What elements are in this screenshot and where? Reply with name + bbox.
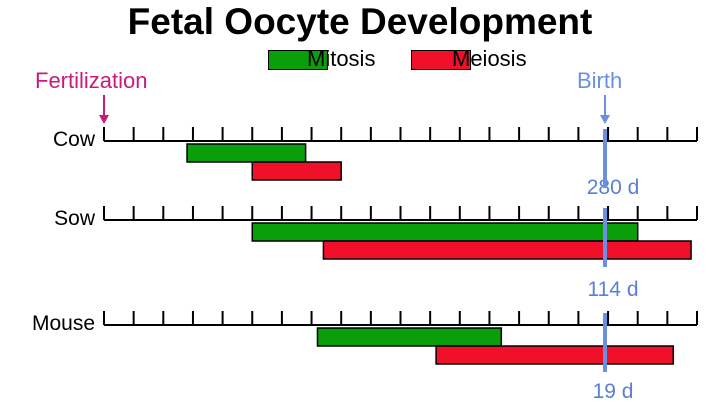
meiosis-bar-sow	[322, 240, 692, 260]
legend-meiosis-swatch	[411, 50, 471, 70]
gestation-label-sow: 114 d	[587, 278, 639, 301]
meiosis-bar-cow	[251, 161, 342, 181]
gestation-label-cow: 280 d	[586, 176, 640, 199]
birth-label: Birth	[577, 68, 623, 93]
legend-meiosis-label: Meiosis	[452, 46, 527, 71]
birth-arrow-head	[600, 115, 610, 124]
species-label-cow: Cow	[52, 128, 95, 151]
species-label-mouse: Mouse	[31, 312, 95, 335]
gestation-label-mouse: 19 d	[592, 380, 634, 403]
mitosis-bar-mouse	[316, 327, 503, 347]
species-label-sow: Sow	[54, 207, 95, 230]
legend-mitosis-swatch	[268, 50, 328, 70]
fertilization-label: Fertilization	[35, 68, 148, 93]
diagram-title: Fetal Oocyte Development	[127, 1, 593, 42]
mitosis-bar-sow	[251, 222, 639, 242]
meiosis-bar-mouse	[435, 345, 675, 365]
mitosis-bar-cow	[186, 143, 307, 163]
fertilization-arrow-head	[99, 115, 109, 124]
legend-mitosis-label: Mitosis	[307, 46, 376, 71]
